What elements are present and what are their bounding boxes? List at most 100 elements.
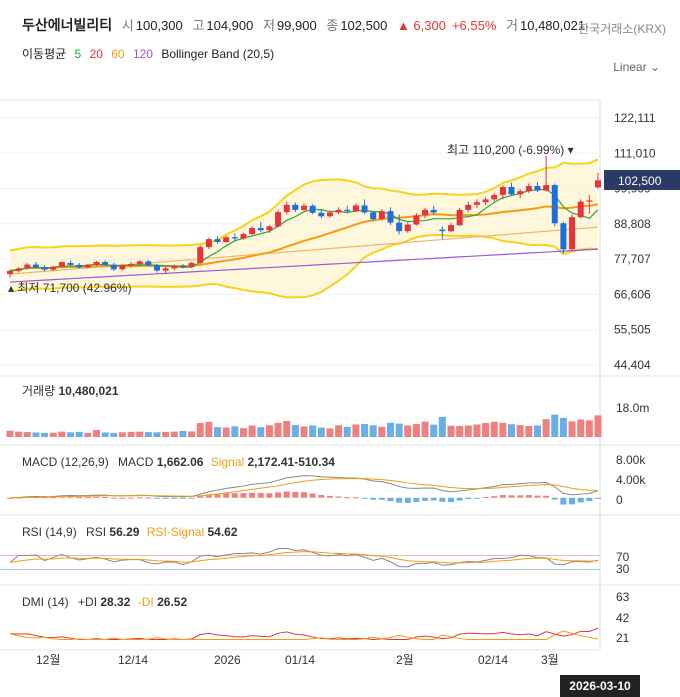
low-marker: ▴ 최저 71,700 (42.96%): [8, 281, 132, 295]
macd-histogram-bar: [283, 491, 290, 498]
ma120-label[interactable]: 120: [132, 47, 153, 61]
macd-histogram-bar: [292, 491, 299, 498]
x-tick-label: 2026: [214, 653, 241, 667]
candle-body: [301, 205, 307, 210]
volume-bar: [533, 425, 541, 437]
macd-histogram-bar: [257, 493, 264, 498]
volume-bar: [464, 425, 472, 437]
candle-body: [569, 217, 576, 250]
volume-bar: [58, 431, 66, 437]
candle-body: [257, 228, 264, 231]
candle-body: [50, 266, 57, 270]
candle-body: [491, 194, 498, 200]
candle-body: [508, 187, 515, 195]
macd-histogram-bar: [102, 497, 109, 499]
candle-body: [560, 223, 567, 250]
candle-body: [499, 187, 506, 195]
candle-body: [370, 212, 377, 220]
volume-bar: [196, 423, 204, 437]
macd-histogram-bar: [378, 497, 385, 500]
macd-histogram-bar: [231, 493, 238, 498]
volume-bar: [421, 421, 429, 437]
volume-bar: [188, 431, 196, 437]
macd-histogram-bar: [266, 493, 273, 498]
rsi-signal-line: [9, 551, 599, 564]
macd-title: MACD (12,26,9) MACD 1,662.06 Signal 2,17…: [22, 455, 335, 469]
low-value: 99,900: [276, 18, 317, 33]
volume-axis-label: 18.0m: [616, 401, 649, 415]
dmi-tick-3: 21: [616, 631, 630, 645]
macd-histogram-bar: [309, 493, 316, 498]
volume-bar: [162, 431, 170, 437]
candle-body: [32, 264, 39, 268]
macd-histogram-bar: [370, 497, 377, 500]
volume-bar: [343, 426, 351, 437]
volume-bar: [482, 423, 490, 437]
macd-histogram-bar: [473, 497, 480, 499]
indicator-legend: 이동평균 5 20 60 120 Bollinger Band (20,5): [22, 45, 279, 62]
volume-bar: [23, 432, 31, 437]
bollinger-label[interactable]: Bollinger Band (20,5): [161, 47, 275, 61]
ma5-line: [9, 188, 599, 272]
crosshair-date-tag: 2026-03-10: [560, 675, 640, 697]
candle-body: [422, 209, 429, 216]
ma-label: 이동평균: [22, 47, 67, 61]
volume-bar: [551, 414, 559, 437]
macd-histogram-bar: [41, 497, 48, 499]
ma20-line: [9, 203, 599, 272]
candle-body: [15, 268, 22, 271]
ma60-label[interactable]: 60: [111, 47, 125, 61]
chart-frame: [0, 99, 680, 651]
macd-histogram-bar: [50, 497, 57, 499]
candle-body: [188, 262, 195, 268]
candle-body: [58, 262, 65, 267]
candle-body: [214, 239, 221, 243]
macd-histogram-bar: [179, 497, 186, 499]
volume-bar: [239, 428, 247, 437]
candle-body: [136, 261, 143, 264]
volume-bar: [118, 432, 126, 437]
macd-histogram-bar: [525, 495, 532, 498]
macd-histogram-bar: [93, 496, 100, 498]
macd-histogram-bar: [560, 497, 567, 505]
scale-selector[interactable]: Linear ⌄: [613, 60, 660, 74]
exchange-label: 한국거래소(KRX): [578, 22, 666, 36]
candle-body: [171, 265, 178, 269]
close-value: 102,500: [340, 18, 388, 33]
macd-histogram-bar: [84, 497, 91, 499]
scale-label: Linear: [613, 60, 647, 74]
candle-body: [525, 186, 532, 192]
candle-body: [110, 264, 117, 270]
volume-bar: [335, 425, 343, 437]
ma20-label[interactable]: 20: [89, 47, 103, 61]
rsi-tick-30: 30: [616, 562, 630, 576]
macd-histogram-bar: [275, 492, 282, 498]
candle-body: [197, 247, 204, 263]
macd-histogram-bar: [249, 492, 256, 498]
dmi-tick-2: 42: [616, 611, 630, 625]
x-tick-label: 2월: [396, 653, 414, 667]
volume-bar: [508, 424, 516, 437]
macd-histogram-bar: [67, 496, 74, 498]
x-tick-label: 01/14: [285, 653, 315, 667]
volume-label: 거: [506, 18, 518, 33]
candle-body: [93, 262, 100, 265]
candle-body: [344, 209, 351, 212]
macd-histogram-bar: [517, 495, 524, 498]
ma5-label[interactable]: 5: [74, 47, 82, 61]
stock-name: 두산에너빌리티: [22, 17, 113, 33]
price-tick-label: 111,010: [614, 146, 656, 160]
volume-bar: [404, 425, 412, 437]
price-tick-label: 88,808: [614, 217, 651, 231]
macd-tick-2: 4.00k: [616, 473, 646, 487]
price-tick-label: 44,404: [614, 358, 651, 372]
volume-bar: [456, 425, 464, 437]
volume-bar: [170, 431, 178, 437]
volume-bar: [499, 422, 507, 437]
candle-body: [275, 212, 282, 227]
minus-di-line: [9, 630, 599, 641]
macd-histogram-bar: [595, 497, 601, 499]
candle-body: [223, 237, 230, 243]
volume-bar: [516, 425, 524, 437]
